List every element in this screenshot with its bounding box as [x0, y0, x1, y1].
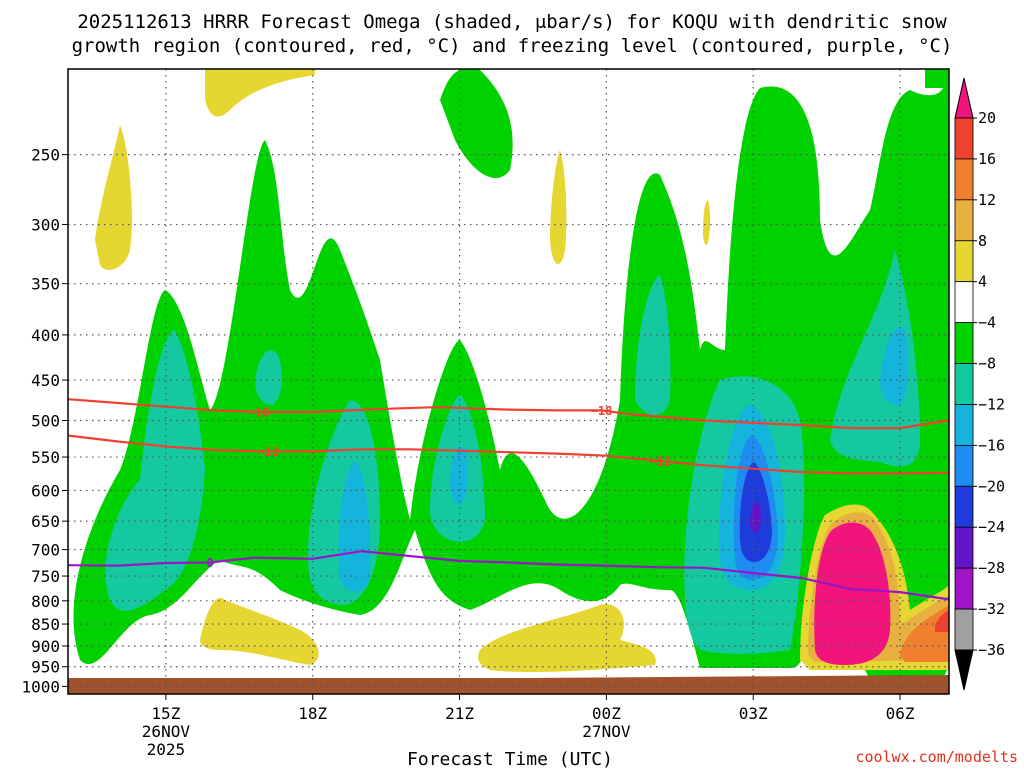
- colorbar-label: −20: [978, 477, 1005, 495]
- colorbar-band: [954, 444, 974, 487]
- y-tick-label: 650: [31, 512, 60, 531]
- colorbar-label: −28: [978, 559, 1005, 577]
- y-tick-label: 700: [31, 541, 60, 560]
- y-tick-label: 450: [31, 371, 60, 390]
- y-tick-label: 300: [31, 216, 60, 235]
- omega-band-plus4-c: [550, 150, 567, 264]
- colorbar-band: [954, 240, 974, 283]
- y-tick-label: 400: [31, 326, 60, 345]
- omega-band-minus28: [750, 501, 761, 533]
- grid-lines: [68, 69, 949, 694]
- colorbar-label: −32: [978, 600, 1005, 618]
- colorbar-label: −36: [978, 641, 1005, 659]
- x-tick-date: 27NOV: [582, 722, 631, 741]
- ground-surface-edge: [68, 675, 949, 694]
- y-tick-label: 800: [31, 592, 60, 611]
- omega-shading: [73, 69, 949, 694]
- y-tick-label: 500: [31, 412, 60, 431]
- x-tick-date: 26NOV: [142, 722, 191, 741]
- dgz-minus12-label: −12: [258, 445, 280, 459]
- omega-band-minus8-a: [105, 330, 205, 611]
- x-tick-year: 2025: [147, 740, 186, 759]
- omega-band-plus4-f: [478, 604, 656, 673]
- dgz-minus12-line: [67, 434, 950, 475]
- omega-band-plus20: [814, 522, 891, 665]
- chart-title: 2025112613 HRRR Forecast Omega (shaded, …: [77, 11, 947, 33]
- y-tick-label: 900: [31, 637, 60, 656]
- dgz-minus12-label: −12: [649, 455, 671, 469]
- x-tick-label: 03Z: [739, 704, 768, 723]
- omega-band-plus4-d: [703, 200, 711, 245]
- colorbar-label: −24: [978, 518, 1005, 536]
- omega-band-plus16: [935, 610, 949, 632]
- omega-band-minus12-a: [338, 460, 371, 592]
- omega-band-minus8-g: [255, 350, 282, 405]
- x-tick-label: 21Z: [445, 704, 474, 723]
- colorbar-arrow-top: [954, 77, 974, 119]
- colorbar-label: −8: [978, 355, 996, 373]
- colorbar-band: [954, 158, 974, 201]
- omega-band-minus8-d: [635, 275, 671, 415]
- plot-area: −18 −18 −12 −12 0: [67, 68, 950, 695]
- x-axis-label: Forecast Time (UTC): [407, 749, 613, 768]
- y-tick-label: 550: [31, 448, 60, 467]
- colorbar-label: −16: [978, 436, 1005, 454]
- freezing-level-label: 0: [206, 556, 213, 570]
- x-tick-label: 18Z: [298, 704, 327, 723]
- y-tick-label: 850: [31, 615, 60, 634]
- colorbar-label: 4: [978, 273, 987, 291]
- x-tick-label: 06Z: [886, 704, 915, 723]
- colorbar-arrow-bottom: [954, 649, 974, 691]
- omega-band-plus4-b: [205, 69, 315, 117]
- colorbar-band: [954, 567, 974, 610]
- omega-band-plus4-a: [95, 125, 132, 270]
- colorbar-label: 20: [978, 109, 996, 127]
- y-axis: 250 300 350 400 450 500 550 600 650 700 750 800 850 9…: [21, 146, 68, 696]
- y-tick-label: 250: [31, 146, 60, 165]
- colorbar-label: 16: [978, 150, 996, 168]
- colorbar-band: [954, 363, 974, 405]
- y-tick-label: 600: [31, 481, 60, 500]
- colorbar-label: 8: [978, 232, 987, 250]
- omega-band-minus4-top: [440, 69, 513, 179]
- colorbar-band: [954, 608, 974, 651]
- plot-frame: [67, 68, 950, 695]
- chart-subtitle: growth region (contoured, red, °C) and f…: [72, 35, 953, 57]
- y-tick-label: 1000: [21, 677, 60, 696]
- colorbar-label: 12: [978, 191, 996, 209]
- omega-band-plus12: [900, 605, 949, 662]
- y-tick-label: 350: [31, 275, 60, 294]
- y-tick-label: 950: [31, 658, 60, 677]
- dgz-minus18-label: −18: [591, 404, 613, 418]
- colorbar-band: [954, 199, 974, 242]
- colorbar-band: [954, 117, 974, 160]
- colorbar-label: −12: [978, 395, 1005, 413]
- dgz-minus18-line: [67, 398, 950, 430]
- colorbar-band: [954, 404, 974, 446]
- colorbar-band: [954, 485, 974, 528]
- x-tick-label: 15Z: [151, 704, 180, 723]
- dgz-minus18-label: −18: [248, 405, 270, 419]
- omega-band-minus12-d: [880, 327, 908, 405]
- x-tick-label: 00Z: [592, 704, 621, 723]
- colorbar: 20 16 12 8 4 −4 −8 −12 −16 −20 −24 −28 −32 −36: [954, 77, 1005, 691]
- colorbar-band: [954, 281, 974, 324]
- freezing-level-line: [67, 550, 950, 601]
- omega-band-minus8-f: [830, 250, 920, 467]
- omega-band-plus4-e: [200, 597, 319, 665]
- omega-band-minus4-right: [925, 69, 949, 88]
- colorbar-band: [954, 526, 974, 569]
- credit-link[interactable]: coolwx.com/modelts: [855, 748, 1018, 766]
- y-tick-label: 750: [31, 567, 60, 586]
- colorbar-label: −4: [978, 314, 996, 332]
- colorbar-band: [954, 322, 974, 364]
- contour-lines: −18 −18 −12 −12 0: [67, 398, 950, 601]
- omega-band-minus12-b: [450, 446, 468, 505]
